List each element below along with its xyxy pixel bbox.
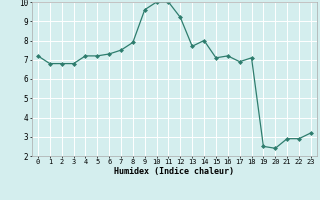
X-axis label: Humidex (Indice chaleur): Humidex (Indice chaleur) [115,167,234,176]
